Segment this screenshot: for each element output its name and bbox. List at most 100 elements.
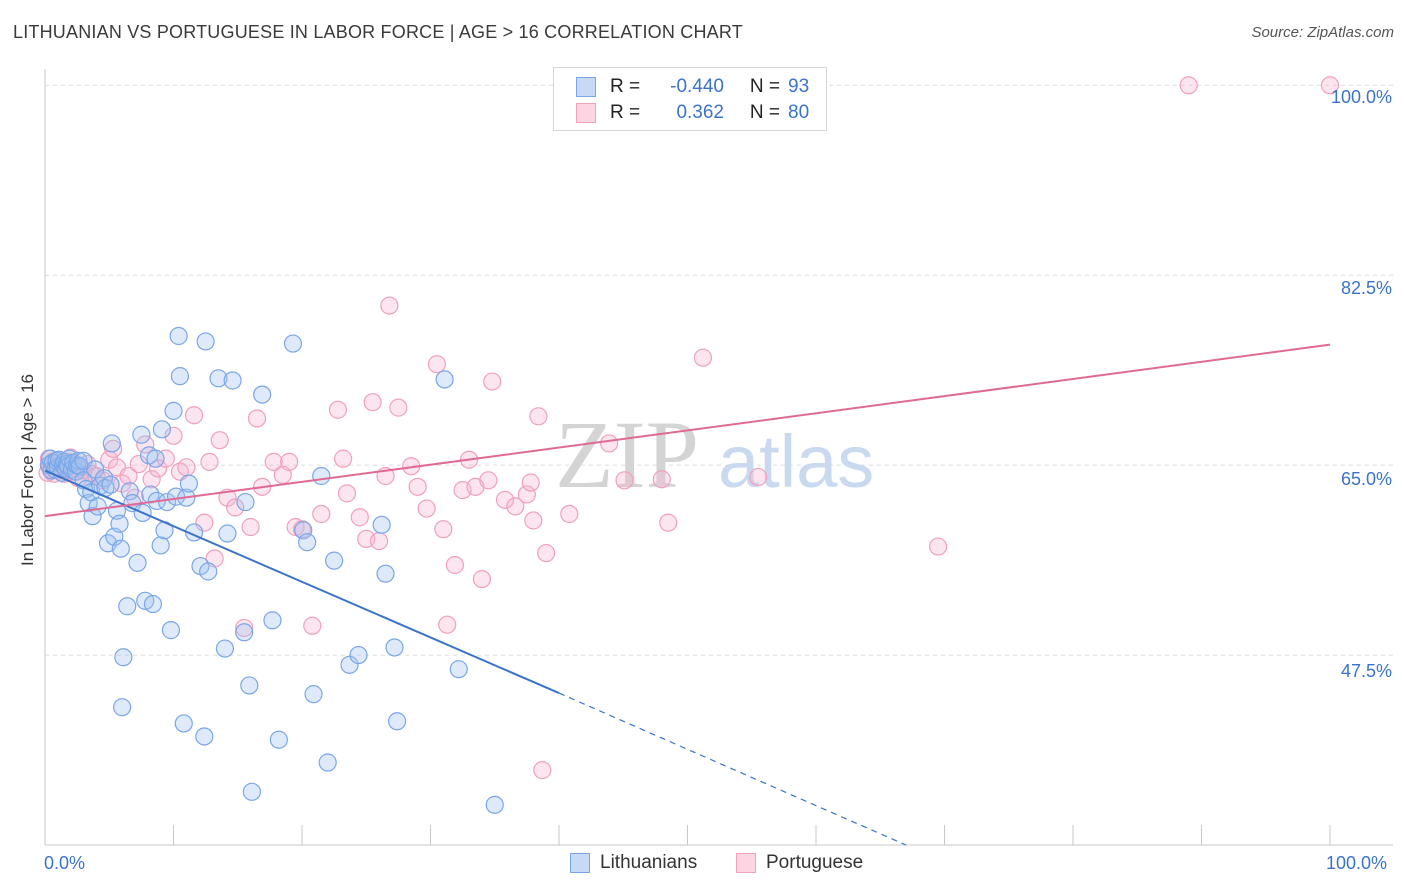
r-value: 0.362 xyxy=(676,102,724,123)
data-point-lithuanians xyxy=(195,727,214,746)
legend-item-portuguese[interactable]: Portuguese xyxy=(736,852,863,874)
data-point-lithuanians xyxy=(88,497,107,516)
data-point-portuguese xyxy=(408,477,427,496)
data-point-portuguese xyxy=(142,470,161,489)
data-point-lithuanians xyxy=(128,553,147,572)
legend-swatch-blue xyxy=(576,77,596,97)
legend-row-portuguese: R = 0.362 N = 80 xyxy=(576,102,824,124)
data-point-portuguese xyxy=(370,532,389,551)
trend-line-lithuanians xyxy=(44,469,560,694)
trend-line-portuguese xyxy=(44,343,1331,518)
r-value: -0.440 xyxy=(670,76,724,97)
r-label: R = xyxy=(610,102,641,123)
data-point-portuguese xyxy=(600,434,619,453)
data-point-lithuanians xyxy=(215,639,234,658)
data-point-portuguese xyxy=(389,398,408,417)
data-point-portuguese xyxy=(1179,76,1198,95)
data-point-portuguese xyxy=(363,393,382,412)
data-point-portuguese xyxy=(533,761,552,780)
x-tick-label-left: 0.0% xyxy=(44,853,86,873)
data-point-lithuanians xyxy=(161,621,181,640)
data-point-portuguese xyxy=(693,348,713,367)
data-point-lithuanians xyxy=(485,795,504,814)
data-point-portuguese xyxy=(479,471,498,490)
data-point-portuguese xyxy=(241,517,260,537)
data-point-lithuanians xyxy=(196,332,215,351)
data-point-lithuanians xyxy=(236,492,255,512)
data-point-portuguese xyxy=(350,508,369,527)
data-point-lithuanians xyxy=(174,714,193,733)
data-point-lithuanians xyxy=(385,638,404,657)
data-point-portuguese xyxy=(264,452,283,471)
data-point-lithuanians xyxy=(253,385,272,404)
data-point-lithuanians xyxy=(110,514,129,533)
data-point-portuguese xyxy=(380,296,399,315)
data-point-lithuanians xyxy=(152,420,172,439)
data-point-lithuanians xyxy=(209,369,228,388)
data-point-portuguese xyxy=(136,435,155,454)
watermark-atlas: atlas xyxy=(718,420,874,503)
data-point-portuguese xyxy=(235,618,254,638)
watermark: ZIP atlas xyxy=(555,401,874,508)
data-point-lithuanians xyxy=(169,326,188,346)
data-point-portuguese xyxy=(529,407,548,426)
legend-item-lithuanians[interactable]: Lithuanians xyxy=(570,852,697,874)
n-value: 80 xyxy=(788,102,810,123)
data-point-portuguese xyxy=(247,409,267,428)
data-point-portuguese xyxy=(164,426,183,445)
trend-line-lithuanians-extension xyxy=(558,692,907,846)
data-point-lithuanians xyxy=(157,492,177,512)
watermark-zip: ZIP xyxy=(555,401,699,508)
data-point-lithuanians xyxy=(132,425,151,444)
grid-lines xyxy=(45,84,1393,656)
data-point-portuguese xyxy=(537,543,556,563)
data-point-lithuanians xyxy=(170,367,190,386)
data-point-portuguese xyxy=(560,504,579,524)
data-point-portuguese xyxy=(445,555,465,575)
data-point-lithuanians xyxy=(95,469,114,488)
data-point-lithuanians xyxy=(223,371,242,390)
data-point-lithuanians xyxy=(449,660,468,679)
x-tick-label-right: 100.0% xyxy=(1326,853,1388,873)
data-point-lithuanians xyxy=(242,782,261,801)
legend-label: Portuguese xyxy=(766,852,864,873)
series-portuguese-points xyxy=(38,76,1340,780)
data-point-portuguese xyxy=(434,520,453,539)
data-point-lithuanians xyxy=(304,685,323,704)
data-point-portuguese xyxy=(438,615,457,634)
data-point-portuguese xyxy=(210,431,229,450)
data-point-portuguese xyxy=(337,484,357,503)
data-point-lithuanians xyxy=(164,401,183,420)
data-point-portuguese xyxy=(334,449,353,468)
y-tick-label: 47.5% xyxy=(1340,661,1392,681)
data-point-lithuanians xyxy=(263,611,282,630)
data-point-portuguese xyxy=(303,616,322,635)
data-point-portuguese xyxy=(177,458,196,477)
data-point-portuguese xyxy=(218,488,237,507)
y-tick-label: 65.0% xyxy=(1340,469,1392,489)
data-point-lithuanians xyxy=(240,676,259,695)
legend-swatch-blue xyxy=(570,853,590,873)
data-point-portuguese xyxy=(483,372,502,391)
data-point-portuguese xyxy=(495,490,515,509)
data-point-portuguese xyxy=(517,485,536,504)
legend-swatch-pink xyxy=(736,853,756,873)
data-point-lithuanians xyxy=(349,645,368,665)
y-tick-label: 100.0% xyxy=(1330,87,1392,107)
y-axis-label-wrap: In Labor Force | Age > 16 xyxy=(18,374,42,786)
data-point-lithuanians xyxy=(283,334,303,353)
data-point-lithuanians xyxy=(372,515,391,534)
data-point-lithuanians xyxy=(114,648,133,667)
chart-title: LITHUANIAN VS PORTUGUESE IN LABOR FORCE … xyxy=(13,22,743,42)
series-legend: Lithuanians Portuguese xyxy=(0,852,1406,878)
data-point-portuguese xyxy=(659,513,678,532)
data-point-portuguese xyxy=(427,355,447,374)
data-point-portuguese xyxy=(417,499,436,518)
data-point-portuguese xyxy=(328,400,348,419)
legend-swatch-pink xyxy=(576,103,596,123)
data-point-lithuanians xyxy=(179,474,199,493)
data-point-portuguese xyxy=(312,504,331,524)
data-point-lithuanians xyxy=(325,551,344,570)
data-point-portuguese xyxy=(615,471,634,490)
